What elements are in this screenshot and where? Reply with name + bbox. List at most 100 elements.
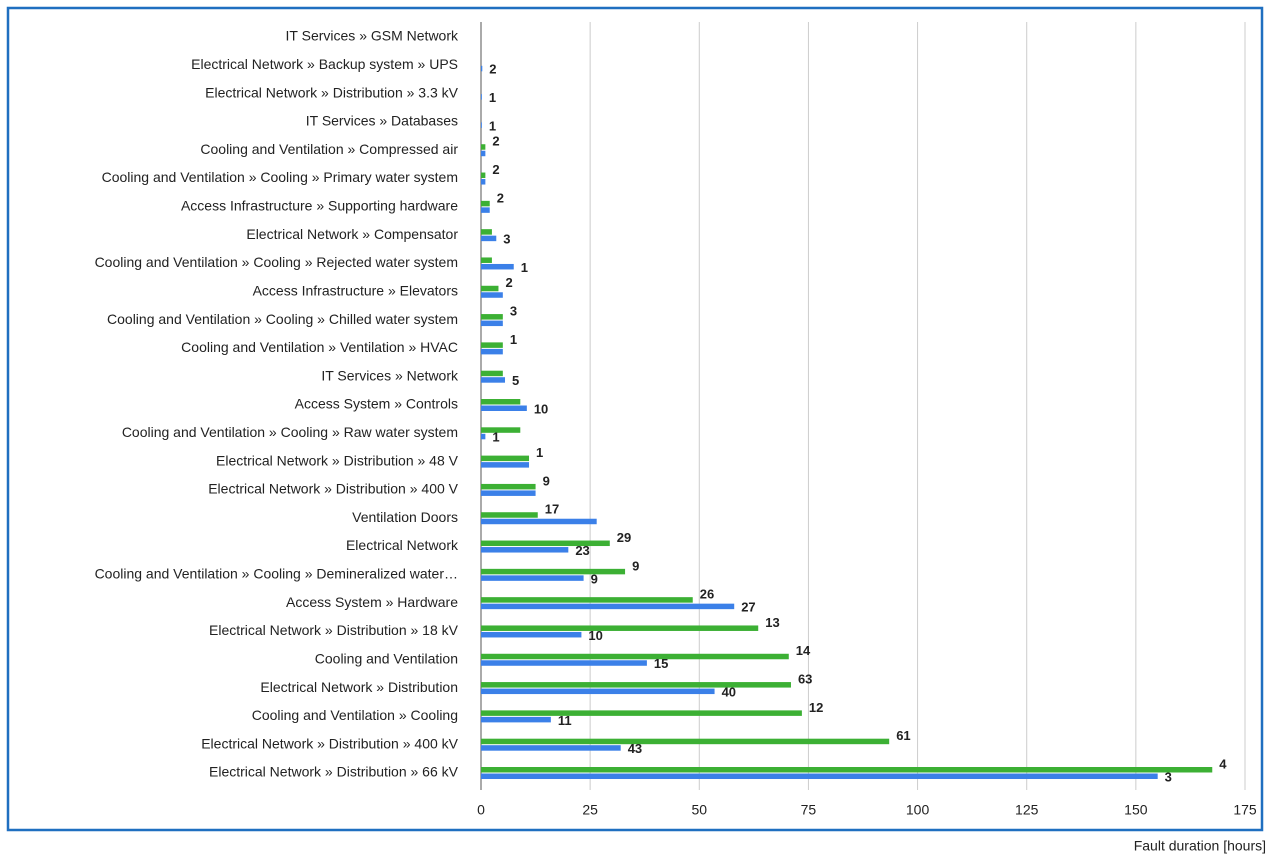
bar bbox=[481, 682, 791, 688]
data-label: 15 bbox=[654, 656, 668, 671]
bar bbox=[481, 518, 597, 525]
y-tick-label: IT Services » Network bbox=[321, 367, 459, 383]
y-tick-label: Cooling and Ventilation » Cooling bbox=[252, 707, 458, 723]
data-label: 14 bbox=[796, 643, 811, 658]
y-tick-label: Electrical Network » Compensator bbox=[246, 226, 458, 242]
x-tick-label: 25 bbox=[582, 802, 598, 818]
data-label: 13 bbox=[765, 615, 779, 630]
data-label: 9 bbox=[543, 473, 550, 488]
chart-frame bbox=[6, 6, 1264, 832]
data-label: 29 bbox=[617, 530, 631, 545]
data-label: 1 bbox=[492, 430, 499, 445]
y-tick-label: Electrical Network » Distribution » 400 … bbox=[201, 735, 458, 751]
bar bbox=[481, 767, 1213, 773]
bar bbox=[481, 370, 503, 377]
data-label: 5 bbox=[512, 373, 519, 388]
data-label: 2 bbox=[492, 134, 499, 149]
bar bbox=[481, 263, 514, 270]
bar bbox=[481, 710, 802, 716]
bar bbox=[481, 688, 715, 695]
x-tick-label: 0 bbox=[477, 802, 485, 818]
y-tick-label: Ventilation Doors bbox=[352, 509, 458, 525]
bar bbox=[481, 342, 503, 348]
x-tick-label: 125 bbox=[1015, 802, 1039, 818]
y-tick-label: Access System » Hardware bbox=[286, 594, 458, 610]
data-label: 2 bbox=[489, 62, 496, 77]
bar bbox=[481, 547, 569, 553]
bar bbox=[481, 653, 789, 660]
bar bbox=[481, 631, 582, 638]
bar bbox=[481, 568, 626, 575]
data-label: 12 bbox=[809, 700, 823, 715]
bar bbox=[481, 745, 621, 751]
y-tick-label: Cooling and Ventilation » Cooling » Demi… bbox=[95, 566, 458, 582]
bar bbox=[481, 716, 551, 723]
y-tick-label: Cooling and Ventilation » Cooling » Chil… bbox=[107, 311, 458, 327]
y-tick-label: Cooling and Ventilation » Cooling » Prim… bbox=[102, 169, 458, 185]
bar bbox=[481, 292, 503, 298]
x-tick-label: 175 bbox=[1233, 802, 1257, 818]
bar bbox=[481, 314, 503, 320]
bar bbox=[481, 150, 486, 157]
data-label: 1 bbox=[521, 260, 528, 275]
y-tick-label: Cooling and Ventilation » Compressed air bbox=[200, 141, 458, 157]
bar bbox=[481, 94, 482, 100]
y-tick-label: Electrical Network » Distribution » 66 k… bbox=[209, 764, 459, 780]
bar bbox=[481, 575, 584, 581]
y-tick-label: Electrical Network » Distribution » 18 k… bbox=[209, 622, 459, 638]
bar bbox=[481, 172, 486, 179]
bar bbox=[481, 348, 503, 355]
data-label: 10 bbox=[534, 401, 548, 416]
data-label: 63 bbox=[798, 672, 812, 687]
bar bbox=[481, 540, 610, 547]
y-tick-label: Access Infrastructure » Supporting hardw… bbox=[181, 198, 458, 214]
bar bbox=[481, 229, 492, 235]
data-label: 43 bbox=[628, 741, 642, 756]
bar bbox=[481, 738, 890, 745]
y-tick-label: Cooling and Ventilation bbox=[315, 650, 458, 666]
x-tick-label: 100 bbox=[906, 802, 930, 818]
data-label: 1 bbox=[536, 445, 543, 460]
y-tick-label: Electrical Network » Distribution » 48 V bbox=[216, 452, 459, 468]
bar bbox=[481, 660, 647, 666]
bar bbox=[481, 377, 506, 383]
data-label: 1 bbox=[489, 118, 496, 133]
bar bbox=[481, 512, 538, 518]
data-label: 4 bbox=[1219, 756, 1227, 771]
data-label: 27 bbox=[741, 600, 755, 615]
x-tick-label: 50 bbox=[691, 802, 707, 818]
data-label: 40 bbox=[722, 685, 736, 700]
bar bbox=[481, 200, 490, 207]
bar bbox=[481, 122, 482, 128]
bar bbox=[481, 597, 693, 603]
y-tick-label: Cooling and Ventilation » Ventilation » … bbox=[181, 339, 458, 355]
y-tick-label: IT Services » Databases bbox=[306, 113, 458, 129]
y-tick-label: Electrical Network » Backup system » UPS bbox=[191, 56, 458, 72]
bar bbox=[481, 285, 499, 292]
data-label: 11 bbox=[558, 713, 572, 728]
data-label: 9 bbox=[591, 571, 598, 586]
y-tick-label: Electrical Network » Distribution » 400 … bbox=[208, 481, 458, 497]
data-label: 2 bbox=[505, 275, 512, 290]
bar bbox=[481, 144, 486, 150]
bar bbox=[481, 462, 530, 468]
x-tick-label: 150 bbox=[1124, 802, 1148, 818]
y-tick-label: Cooling and Ventilation » Cooling » Reje… bbox=[95, 254, 458, 270]
bar bbox=[481, 65, 483, 72]
data-label: 1 bbox=[489, 90, 496, 105]
data-label: 26 bbox=[700, 587, 714, 602]
bar bbox=[481, 455, 530, 462]
y-tick-label: Cooling and Ventilation » Cooling » Raw … bbox=[122, 424, 458, 440]
data-label: 2 bbox=[492, 162, 499, 177]
data-label: 17 bbox=[545, 502, 559, 517]
data-label: 1 bbox=[510, 332, 517, 347]
bar bbox=[481, 625, 759, 631]
bar bbox=[481, 235, 497, 242]
y-tick-label: Electrical Network » Distribution bbox=[260, 679, 458, 695]
data-label: 10 bbox=[588, 628, 602, 643]
data-label: 2 bbox=[497, 190, 504, 205]
data-label: 9 bbox=[632, 558, 639, 573]
data-label: 3 bbox=[510, 304, 517, 319]
y-tick-label: IT Services » GSM Network bbox=[286, 28, 459, 44]
data-label: 3 bbox=[503, 232, 510, 247]
